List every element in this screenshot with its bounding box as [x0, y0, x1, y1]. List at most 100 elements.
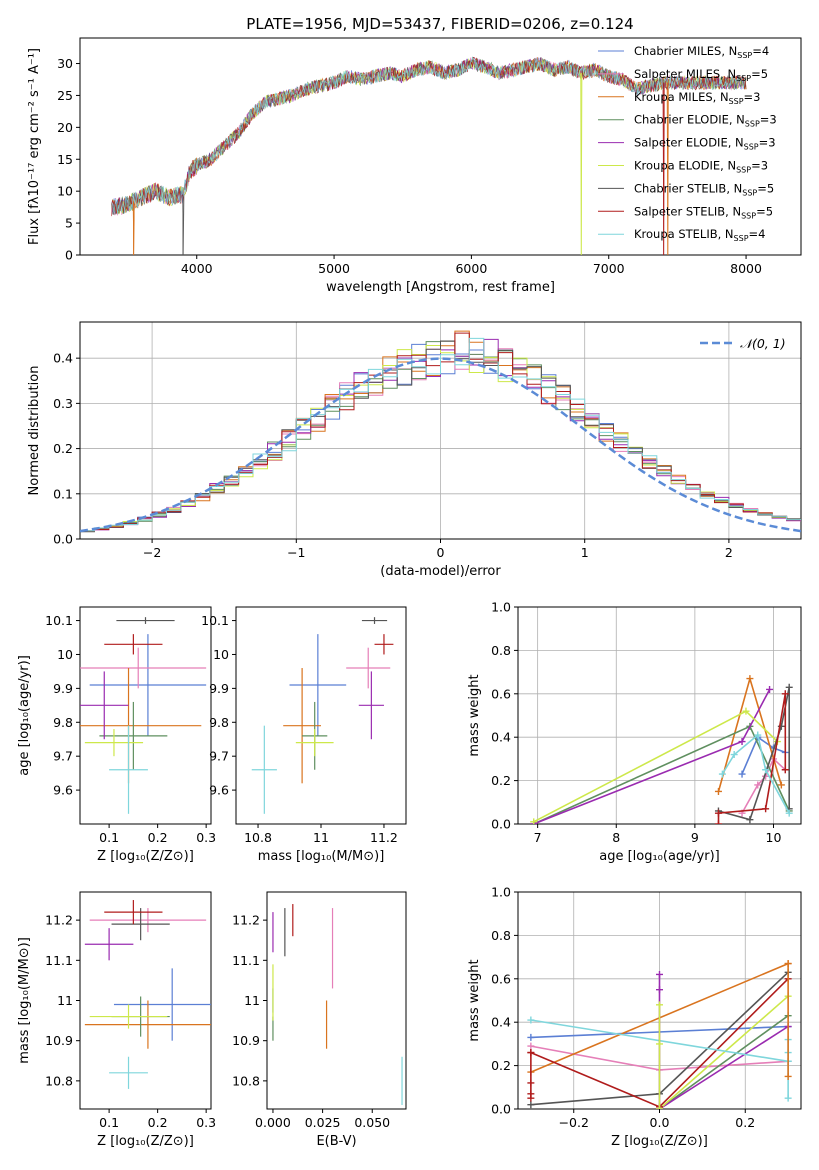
- errorbar-point-kroupa-elodie: [295, 729, 334, 757]
- x-tick-label: −2: [143, 545, 161, 560]
- x-tick-label: 0.2: [148, 830, 168, 845]
- y-tick-label: 1.0: [491, 885, 511, 900]
- panel-mass_vs_EBV: 0.000 0.025 0.050 10.8 10.9 11 11.1 11.2 E(B-V): [232, 891, 407, 1149]
- legend-sub: SSP: [736, 74, 751, 83]
- plot-area: [80, 330, 801, 533]
- y-axis-label: mass [log₁₀(M/M⊙)]: [17, 937, 32, 1064]
- weight-marker: [784, 960, 792, 968]
- weight-marker: [738, 738, 746, 746]
- errorbar-point-chabrier-stelib: [361, 617, 388, 624]
- errorbar-point-chabrier-elodie: [99, 701, 168, 770]
- plot-area: [80, 617, 207, 814]
- panel-residual_hist: −2 −1 0 1 2 0.0 0.1 0.2 0.3 0.4 (data-model)/error…: [27, 321, 802, 579]
- x-axis-label: age [log₁₀(age/yr)]: [599, 849, 720, 864]
- panel-spectrum: 4000 5000 6000 7000 8000 0 5 10 15 20 25 30 waveleng…: [27, 37, 802, 295]
- panel-weight_vs_age: 7 8 9 10 0.0 0.2 0.4 0.6 0.8 1.0 age [log₁₀(age/yr…: [467, 600, 802, 864]
- errorbar-point-kroupa-miles: [84, 1000, 211, 1049]
- y-tick-label: 0.2: [491, 1058, 511, 1073]
- axes-frame: [235, 606, 407, 825]
- errorbar-point-chabrier-miles: [289, 634, 347, 736]
- y-tick-label: 0.3: [53, 396, 73, 411]
- y-tick-label: 9.8: [53, 715, 73, 730]
- errorbar-point-salpeter-stelib: [104, 900, 163, 925]
- y-tick-label: 11: [244, 993, 260, 1008]
- x-tick-label: −1: [287, 545, 305, 560]
- legend-nssp: =5: [751, 67, 768, 81]
- errorbar-point-chabrier-miles: [89, 634, 207, 736]
- x-tick-label: 0.2: [148, 1115, 168, 1130]
- legend-nssp: =4: [749, 227, 766, 241]
- legend-model-name: Salpeter MILES, N: [634, 67, 736, 81]
- weight-marker: [527, 1042, 535, 1050]
- weight-marker: [718, 770, 726, 778]
- y-tick-label: 9.8: [209, 715, 229, 730]
- weight-line-chabrier-miles: [741, 735, 786, 775]
- y-tick-label: 11.2: [232, 913, 260, 928]
- weight-marker: [738, 770, 746, 778]
- y-tick-label: 0.6: [491, 686, 511, 701]
- axes-frame: [266, 891, 407, 1110]
- x-tick-label: 7000: [593, 261, 625, 276]
- legend-entry: Kroupa STELIB, NSSP=4: [634, 227, 765, 243]
- legend-entry: Chabrier MILES, NSSP=4: [634, 44, 769, 60]
- legend-entry: Salpeter STELIB, NSSP=5: [634, 204, 773, 220]
- y-tick-label: 11.1: [45, 953, 73, 968]
- y-tick-label: 10.1: [45, 613, 73, 628]
- y-axis-label: Flux [fλ10⁻¹⁷ erg cm⁻² s⁻¹ A⁻¹]: [27, 48, 42, 245]
- plot-area: [530, 675, 793, 824]
- weight-marker: [781, 690, 789, 698]
- legend-sub: SSP: [737, 51, 752, 60]
- plot-area: [111, 56, 747, 255]
- errorbar-point-chabrier-miles: [113, 968, 211, 1041]
- x-tick-label: 0.3: [196, 830, 216, 845]
- weight-marker: [714, 820, 722, 824]
- y-axis-label: mass weight: [467, 674, 482, 756]
- y-tick-label: 9.9: [209, 681, 229, 696]
- weight-marker: [754, 731, 762, 739]
- legend-model-name: Salpeter ELODIE, N: [634, 136, 744, 150]
- legend-sub: SSP: [745, 120, 760, 129]
- weight-marker: [762, 766, 770, 774]
- y-tick-label: 30: [57, 56, 73, 71]
- errorbar-point-kroupa-stelib: [251, 725, 277, 814]
- legend-model-name: Chabrier ELODIE, N: [634, 113, 745, 127]
- y-tick-label: 9.6: [53, 783, 73, 798]
- y-tick-label: 0.2: [491, 773, 511, 788]
- y-tick-label: 11: [57, 993, 73, 1008]
- y-tick-label: 0.0: [491, 1102, 511, 1117]
- legend-entry: Kroupa MILES, NSSP=3: [634, 90, 760, 106]
- errorbar-point-salpeter-elodie: [80, 671, 129, 740]
- y-tick-label: 9.7: [53, 749, 73, 764]
- errorbar-point-salpeter-elodie: [358, 671, 384, 740]
- x-tick-label: 0.025: [305, 1115, 341, 1130]
- legend-model-name: Kroupa MILES, N: [634, 90, 729, 104]
- legend-nssp: =4: [752, 44, 769, 58]
- weight-marker: [766, 685, 774, 693]
- figure-title: PLATE=1956, MJD=53437, FIBERID=0206, z=0…: [246, 15, 633, 33]
- y-tick-label: 0.4: [53, 351, 73, 366]
- x-tick-label: 9: [691, 830, 699, 845]
- legend-nssp: =5: [756, 204, 773, 218]
- y-tick-label: 5: [65, 216, 73, 231]
- y-tick-label: 10.8: [232, 1073, 260, 1088]
- weight-marker: [656, 1040, 663, 1048]
- y-tick-label: 0.1: [53, 486, 73, 501]
- legend: 𝒩(0, 1): [700, 336, 786, 351]
- weight-marker: [784, 1072, 792, 1080]
- x-tick-label: 0.0: [650, 1115, 670, 1130]
- legend-entry: Chabrier STELIB, NSSP=5: [634, 181, 774, 197]
- weight-marker: [754, 781, 762, 789]
- y-tick-label: 0.2: [53, 441, 73, 456]
- errorbar-point-salpeter-stelib: [104, 634, 163, 655]
- y-tick-label: 11.2: [45, 913, 73, 928]
- x-tick-label: 4000: [181, 261, 213, 276]
- weight-marker: [781, 766, 789, 774]
- weight-marker: [762, 805, 770, 813]
- x-tick-label: 10.8: [244, 830, 272, 845]
- weight-marker: [527, 1049, 535, 1057]
- y-tick-label: 10.1: [201, 613, 229, 628]
- y-tick-label: 11.1: [232, 953, 260, 968]
- x-tick-label: 11: [313, 830, 329, 845]
- legend-model-name: Chabrier STELIB, N: [634, 181, 742, 195]
